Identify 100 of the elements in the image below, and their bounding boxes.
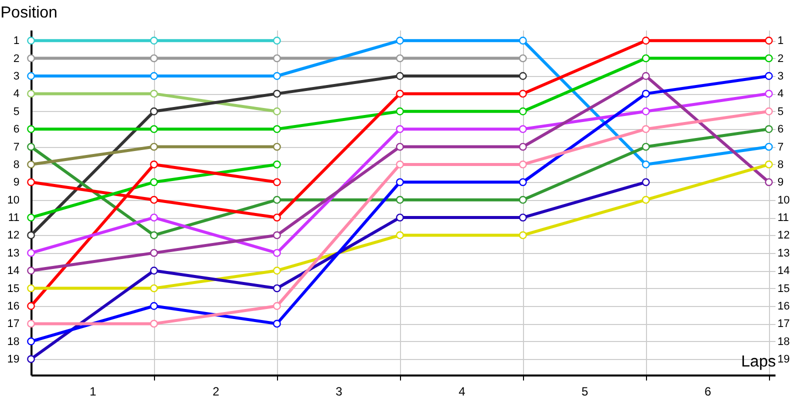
y2-tick-label: 8 xyxy=(778,158,784,171)
point xyxy=(642,107,650,116)
point xyxy=(150,125,158,134)
point xyxy=(272,266,281,275)
y-tick-label: 5 xyxy=(13,106,20,118)
point xyxy=(272,196,281,204)
point xyxy=(642,196,650,204)
point xyxy=(272,284,281,292)
point xyxy=(27,125,35,134)
point xyxy=(396,72,404,80)
point xyxy=(642,125,650,134)
point xyxy=(150,107,158,116)
point xyxy=(272,320,281,328)
y-tick-label: 8 xyxy=(13,158,20,171)
point xyxy=(764,54,773,62)
y-tick-label: 13 xyxy=(7,247,20,260)
point xyxy=(518,125,527,134)
y2-tick-label: 6 xyxy=(778,124,784,136)
point xyxy=(272,302,281,310)
point xyxy=(27,284,35,292)
point xyxy=(150,302,158,310)
y-tick-label: 4 xyxy=(13,88,20,100)
y2-tick-label: 4 xyxy=(778,88,784,100)
point xyxy=(764,178,773,186)
y2-tick-label: 14 xyxy=(778,265,790,278)
point xyxy=(150,142,158,151)
point xyxy=(396,36,404,45)
x-tick-label: 4 xyxy=(458,384,466,398)
point xyxy=(272,214,281,222)
point xyxy=(518,142,527,151)
y2-tick-label: 9 xyxy=(778,176,784,189)
y2-tick-label: 1 xyxy=(778,35,784,48)
point xyxy=(150,196,158,204)
point xyxy=(396,107,404,116)
point xyxy=(150,160,158,168)
point xyxy=(27,337,35,346)
point xyxy=(150,266,158,275)
point xyxy=(396,178,404,186)
point xyxy=(150,54,158,62)
y-tick-label: 18 xyxy=(7,336,20,348)
point xyxy=(396,214,404,222)
point xyxy=(272,178,281,186)
point xyxy=(396,90,404,98)
point xyxy=(27,302,35,310)
y2-tick-label: 19 xyxy=(778,354,790,366)
point xyxy=(642,178,650,186)
point xyxy=(518,160,527,168)
y2-tick-label: 17 xyxy=(778,318,790,330)
point xyxy=(272,125,281,134)
y-axis-title: Position xyxy=(0,4,58,22)
point xyxy=(272,90,281,98)
point xyxy=(272,107,281,116)
y2-tick-label: 5 xyxy=(778,106,784,118)
y2-tick-label: 12 xyxy=(778,230,790,242)
point xyxy=(518,54,527,62)
point xyxy=(272,142,281,151)
point xyxy=(150,178,158,186)
point xyxy=(272,72,281,80)
point xyxy=(150,214,158,222)
point xyxy=(518,36,527,45)
point xyxy=(642,54,650,62)
y2-tick-label: 3 xyxy=(778,70,784,82)
point xyxy=(150,90,158,98)
x-tick-label: 3 xyxy=(336,384,343,398)
y-tick-label: 15 xyxy=(7,282,20,295)
y-tick-label: 14 xyxy=(7,265,20,278)
y2-tick-label: 13 xyxy=(778,247,790,260)
y-tick-label: 19 xyxy=(7,354,20,366)
point xyxy=(27,36,35,45)
x-axis-title: Laps xyxy=(741,354,776,370)
point xyxy=(272,36,281,45)
point xyxy=(27,142,35,151)
point xyxy=(396,160,404,168)
point xyxy=(764,125,773,134)
y-tick-label: 12 xyxy=(7,230,20,242)
point xyxy=(27,231,35,240)
point xyxy=(764,36,773,45)
point xyxy=(272,54,281,62)
point xyxy=(27,54,35,62)
point xyxy=(396,196,404,204)
point xyxy=(27,248,35,257)
x-tick-label: 6 xyxy=(704,384,712,398)
point xyxy=(764,90,773,98)
point xyxy=(27,178,35,186)
y-tick-label: 9 xyxy=(13,176,20,189)
y2-tick-label: 7 xyxy=(778,141,784,154)
point xyxy=(642,160,650,168)
point xyxy=(518,231,527,240)
point xyxy=(642,142,650,151)
y-tick-label: 6 xyxy=(13,124,20,136)
y2-tick-label: 2 xyxy=(778,52,784,65)
point xyxy=(764,107,773,116)
point xyxy=(396,54,404,62)
point xyxy=(396,142,404,151)
y2-tick-label: 11 xyxy=(778,212,789,224)
point xyxy=(272,160,281,168)
x-tick-label: 1 xyxy=(90,384,97,398)
point xyxy=(27,160,35,168)
y-tick-label: 17 xyxy=(7,318,20,330)
point xyxy=(518,214,527,222)
